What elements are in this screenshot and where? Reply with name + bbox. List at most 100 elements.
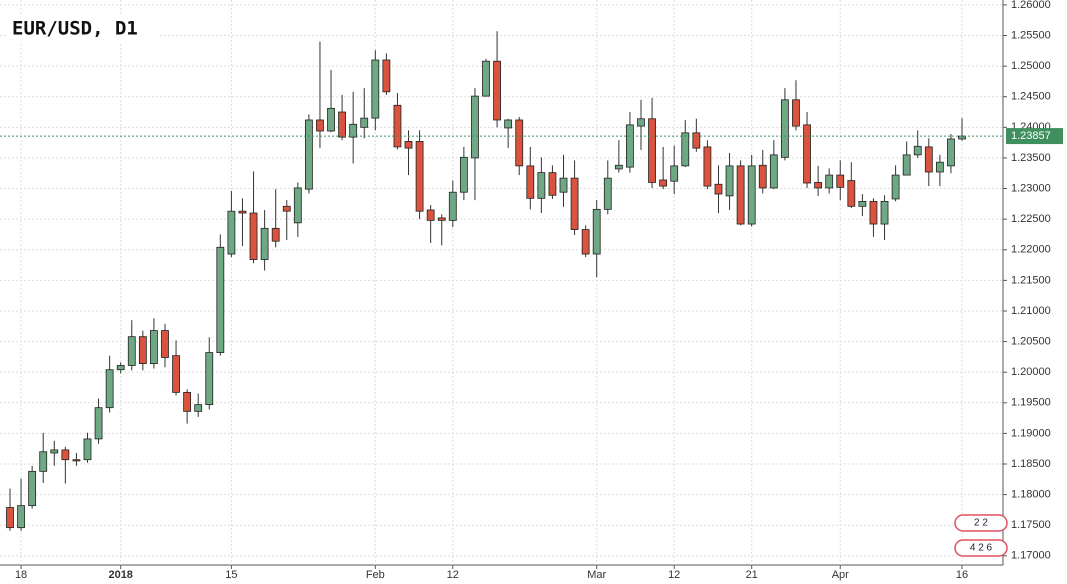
candle-body xyxy=(947,138,955,167)
candle-body xyxy=(471,95,479,159)
candle-body xyxy=(17,505,25,529)
candle-body xyxy=(316,119,324,132)
candle-body xyxy=(61,449,70,461)
y-tick-label: 1.19000 xyxy=(1011,427,1051,439)
candle-body xyxy=(183,391,192,412)
candle-body xyxy=(39,451,48,472)
candle-body xyxy=(803,124,811,184)
x-tick-label: 21 xyxy=(746,569,758,581)
y-tick-label: 1.25500 xyxy=(1011,29,1051,41)
chart-title: EUR/USD, D1 xyxy=(12,18,138,40)
candle-body xyxy=(935,161,944,173)
candle-body xyxy=(736,165,745,225)
candle-body xyxy=(880,200,889,225)
candle-body xyxy=(426,209,435,221)
candle-body xyxy=(515,119,524,167)
candle-body xyxy=(504,119,513,129)
y-tick-label: 1.23500 xyxy=(1011,152,1051,164)
candle-body xyxy=(382,59,391,93)
y-tick-label: 1.20500 xyxy=(1011,335,1051,347)
candle-body xyxy=(537,172,546,199)
candle-body xyxy=(6,507,14,529)
candle-body xyxy=(781,99,789,158)
candle-body xyxy=(415,141,424,212)
title-box xyxy=(8,14,158,42)
candle-body xyxy=(194,404,203,412)
candle-body xyxy=(138,336,147,365)
y-tick-label: 1.21500 xyxy=(1011,274,1051,286)
candle-body xyxy=(648,118,656,183)
candle-body xyxy=(150,330,158,365)
candle-body xyxy=(482,60,490,97)
candle-body xyxy=(924,146,933,173)
event-label: 4 2 6 xyxy=(970,543,993,554)
candle-body xyxy=(249,212,258,260)
candle-body xyxy=(238,210,247,214)
candle-body xyxy=(282,205,291,212)
candle-body xyxy=(913,145,922,156)
candle-body xyxy=(703,146,712,187)
candle-body xyxy=(360,117,369,128)
candle-body xyxy=(758,164,767,189)
y-tick-label: 1.22500 xyxy=(1011,213,1051,225)
candle-body xyxy=(349,123,358,138)
candle-body xyxy=(614,164,623,170)
y-tick-label: 1.21000 xyxy=(1011,305,1051,317)
candle-body xyxy=(526,165,535,199)
x-tick-label: 16 xyxy=(956,569,968,581)
candle-body xyxy=(747,165,756,225)
candle-body xyxy=(227,210,236,255)
candle-body xyxy=(437,217,446,221)
candle-body xyxy=(570,177,579,230)
candle-body xyxy=(205,352,214,406)
candle-body xyxy=(172,355,180,393)
candle-body xyxy=(725,165,734,197)
candle-body xyxy=(958,135,966,140)
y-tick-label: 1.23000 xyxy=(1011,182,1051,194)
candle-body xyxy=(260,227,269,260)
y-tick-label: 1.17500 xyxy=(1011,519,1051,531)
y-tick-label: 1.24500 xyxy=(1011,91,1051,103)
candle-body xyxy=(637,118,645,127)
candle-body xyxy=(105,369,114,409)
candle-body xyxy=(792,99,800,127)
candle-body xyxy=(216,246,225,353)
candle-body xyxy=(28,470,37,507)
candle-body xyxy=(814,182,823,189)
labels: 1.17000 1.17500 1.18000 1.18500 1.19000 1.195… xyxy=(15,0,1063,581)
candle-body xyxy=(493,60,501,121)
candle-body xyxy=(692,132,701,149)
x-tick-label: 18 xyxy=(15,569,27,581)
candle-body xyxy=(448,191,457,221)
candle-body xyxy=(836,174,845,188)
candle-body xyxy=(902,154,911,176)
candle-body xyxy=(271,227,280,242)
candle-body xyxy=(304,119,313,190)
candle-body xyxy=(404,141,413,149)
y-tick-label: 1.17000 xyxy=(1011,550,1051,562)
last-price-label: 1.23857 xyxy=(1011,130,1051,142)
event-marker xyxy=(954,514,1008,532)
candle-body xyxy=(161,330,169,358)
candle-body xyxy=(559,177,568,193)
x-tick-label: 12 xyxy=(668,569,680,581)
candle-body xyxy=(94,407,103,440)
candle-body xyxy=(83,438,92,461)
candle-body xyxy=(714,183,723,195)
x-tick-label: 12 xyxy=(447,569,459,581)
candle-body xyxy=(327,107,335,132)
candle-body xyxy=(847,180,856,207)
candle-body xyxy=(393,104,402,148)
candle-body xyxy=(459,156,468,193)
candle-body xyxy=(338,111,347,138)
candles xyxy=(0,31,1003,531)
y-tick-label: 1.19500 xyxy=(1011,397,1051,409)
candle-body xyxy=(72,459,81,462)
grid xyxy=(0,0,1007,569)
y-tick-label: 1.22000 xyxy=(1011,244,1051,256)
candle-body xyxy=(371,59,380,119)
candle-body xyxy=(670,165,679,182)
y-tick-label: 1.20000 xyxy=(1011,366,1051,378)
candle-body xyxy=(659,179,668,187)
